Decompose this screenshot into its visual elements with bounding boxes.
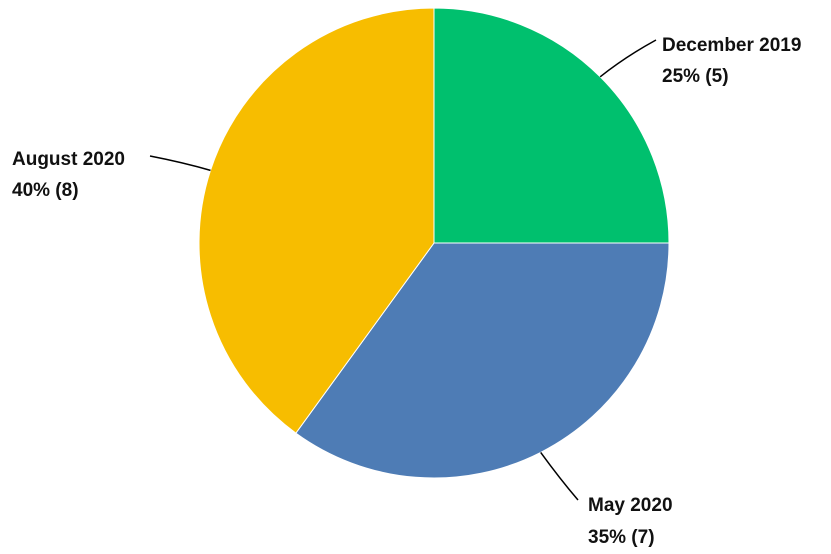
- slice-label-name: May 2020: [588, 495, 673, 516]
- slice-label-value: 25% (5): [662, 66, 729, 87]
- leader-line-december-2019: [599, 39, 657, 78]
- pie-slice-august-2020: [198, 7, 435, 434]
- slice-label-value: 40% (8): [12, 180, 79, 201]
- slice-label-name: December 2019: [662, 35, 801, 56]
- leader-line-may-2020: [540, 451, 579, 501]
- label-december-2019: December 2019 25% (5): [662, 35, 801, 87]
- leader-lines: [149, 39, 657, 501]
- pie-slice-december-2019: [433, 7, 670, 244]
- label-may-2020: May 2020 35% (7): [588, 495, 673, 548]
- slice-label-value: 35% (7): [588, 527, 655, 548]
- pie-slice-may-2020: [295, 242, 670, 479]
- leader-line-august-2020: [149, 155, 211, 172]
- slice-label-name: August 2020: [12, 149, 125, 170]
- label-august-2020: August 2020 40% (8): [12, 149, 125, 201]
- pie-slices: [198, 7, 670, 479]
